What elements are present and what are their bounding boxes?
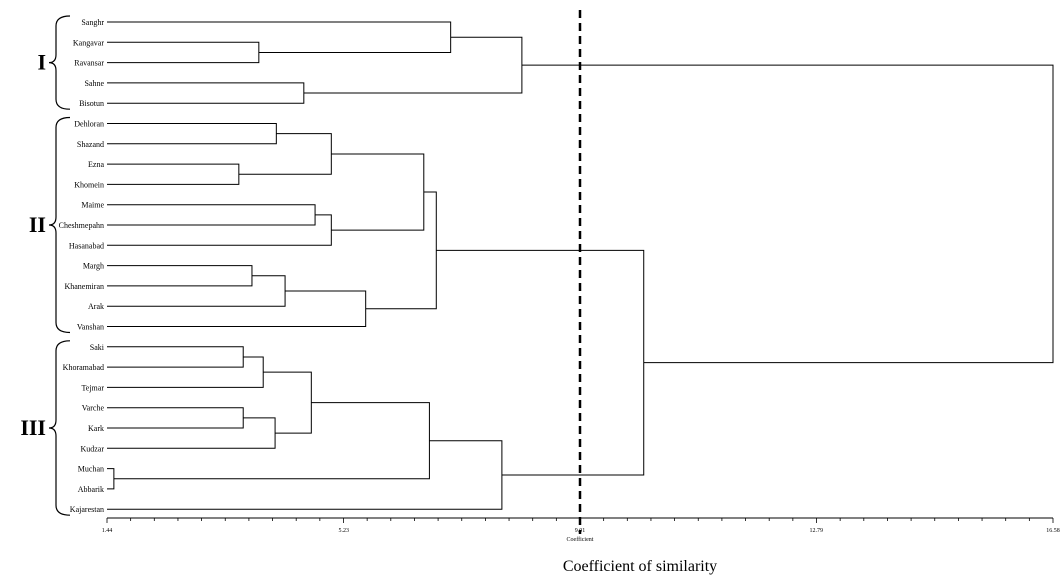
leaf-label: Arak [88, 302, 104, 311]
leaf-labels: Sanghr Kangavar Ravansar Sahne Bisotun Dehlor… [59, 18, 105, 514]
dendrogram-link [521, 64, 1054, 364]
dendrogram-link [238, 133, 332, 175]
dendrogram-link [107, 417, 276, 449]
leaf-label: Sanghr [81, 18, 104, 27]
x-tick-label: 12.79 [809, 528, 823, 534]
dendrogram-link [263, 371, 312, 434]
leaf-label: Khoramabad [63, 363, 104, 372]
leaf-label: Varche [82, 404, 105, 413]
dendrogram-link [107, 163, 240, 185]
x-axis-title: Coefficient of similarity [563, 558, 717, 575]
group-label: III [20, 415, 46, 440]
dendrogram-link [107, 204, 316, 226]
leaf-label: Vanshan [77, 323, 104, 332]
leaf-label: Sahne [84, 79, 104, 88]
x-tick-label: 16.58 [1046, 528, 1060, 534]
leaf-label: Tejmar [81, 383, 104, 392]
dendrogram-link [107, 265, 253, 287]
x-tick-label: 9.01 [575, 528, 586, 534]
leaf-label: Khanemiran [64, 282, 104, 291]
leaf-label: Kark [88, 424, 104, 433]
dendrogram-link [436, 249, 645, 476]
leaf-label: Khomein [74, 180, 104, 189]
group-label: II [29, 212, 46, 237]
dendrogram-link [107, 82, 305, 104]
dendrogram-link [107, 346, 244, 368]
x-tick-label: 1.44 [102, 528, 113, 534]
dendrogram-link [107, 41, 260, 64]
leaf-label: Abbarik [78, 485, 104, 494]
dendrogram-link [107, 356, 264, 388]
leaf-label: Dehloran [74, 120, 104, 129]
dendrogram-link [113, 402, 430, 480]
dendrogram-link [331, 153, 425, 231]
leaf-label: Ezna [88, 160, 104, 169]
leaf-label: Ravansar [74, 59, 104, 68]
dendrogram-link [107, 275, 286, 307]
dendrogram-link [107, 290, 367, 327]
dendrogram-link [365, 191, 437, 310]
group-bracket [48, 116, 71, 334]
dendrogram-link [107, 214, 332, 246]
x-tick-label: 5.23 [339, 528, 350, 534]
x-axis: 1.44 5.23 9.01 12.79 16.58 [102, 517, 1060, 534]
leaf-label: Maime [81, 201, 104, 210]
leaf-label: Muchan [78, 465, 104, 474]
dendrogram-link [107, 21, 452, 53]
dendrogram-link [107, 407, 244, 429]
leaf-label: Cheshmepahn [59, 221, 104, 230]
dendrogram-link [107, 440, 503, 510]
leaf-label: Shazand [77, 140, 104, 149]
group-bracket [48, 15, 71, 110]
leaf-label: Kajarestan [70, 505, 104, 514]
leaf-label: Margh [83, 262, 104, 271]
leaf-label: Kudzar [80, 444, 104, 453]
group-label: I [37, 50, 46, 75]
dendrogram-link [107, 123, 277, 145]
leaf-label: Bisotun [79, 99, 104, 108]
leaf-label: Kangavar [73, 38, 104, 47]
leaf-label: Saki [90, 343, 105, 352]
x-axis-caption: Coefficient [567, 536, 594, 543]
dendrogram-link [303, 36, 523, 94]
dendrogram-link [107, 468, 115, 490]
group-bracket [48, 340, 71, 516]
dendrogram-links [107, 21, 1054, 510]
leaf-label: Hasanabad [69, 241, 104, 250]
